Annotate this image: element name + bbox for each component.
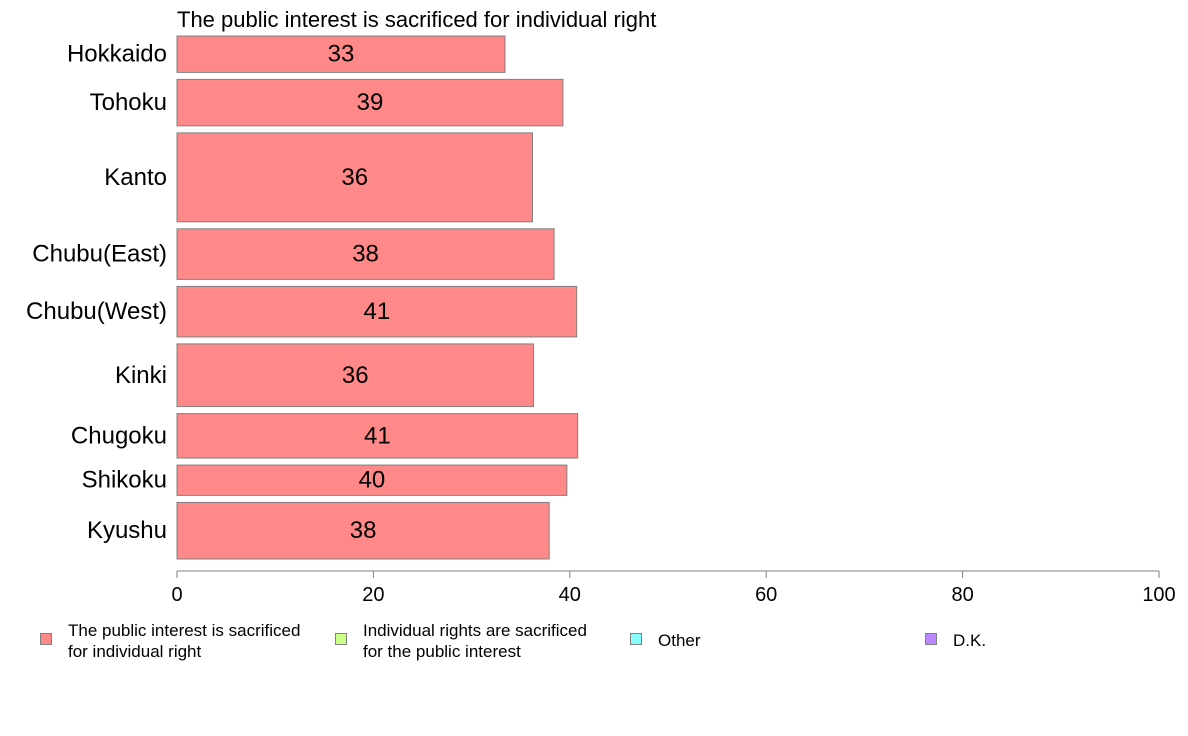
legend-item: Other	[630, 620, 918, 651]
legend-item: D.K.	[925, 620, 1188, 651]
category-label: Kyushu	[87, 517, 167, 544]
category-label: Shikoku	[82, 467, 167, 494]
bar-tohoku	[176, 78, 564, 127]
legend-swatch	[335, 633, 347, 645]
x-tick-label: 0	[171, 584, 182, 606]
value-label: 36	[341, 164, 368, 191]
legend: The public interest is sacrificed for in…	[0, 620, 1188, 670]
legend-label: The public interest is sacrificed for in…	[68, 621, 301, 661]
x-tick-label: 20	[362, 584, 384, 606]
value-label: 40	[359, 467, 386, 494]
value-label: 39	[357, 89, 384, 116]
legend-item: Individual rights are sacrificed for the…	[335, 620, 623, 662]
bar-chart: Hokkaido 33 Tohoku 39 Kanto 36 Chubu(East) 38 Ch…	[26, 35, 1176, 606]
bar-hokkaido	[176, 35, 506, 73]
category-label: Tohoku	[90, 89, 167, 116]
legend-swatch	[925, 633, 937, 645]
legend-item: The public interest is sacrificed for in…	[40, 620, 328, 662]
category-label: Kinki	[115, 362, 167, 389]
x-tick-label: 80	[951, 584, 973, 606]
value-label: 36	[342, 362, 369, 389]
bar-kanto	[176, 132, 533, 223]
value-label: 33	[328, 41, 355, 68]
legend-label: Other	[658, 631, 701, 650]
chart-title: The public interest is sacrificed for in…	[177, 7, 657, 32]
legend-swatch	[40, 633, 52, 645]
value-label: 41	[363, 298, 390, 325]
value-label: 38	[352, 241, 379, 268]
value-label: 41	[364, 422, 391, 449]
x-tick-label: 60	[755, 584, 777, 606]
bar-kyushu	[176, 501, 550, 560]
value-label: 38	[350, 517, 377, 544]
category-label: Chubu(East)	[32, 241, 167, 268]
bar-shikoku	[176, 464, 568, 496]
x-axis: 0 20 40 60 80 100	[171, 570, 1176, 606]
bars-group: Hokkaido 33 Tohoku 39 Kanto 36 Chubu(East) 38 Ch…	[26, 35, 579, 560]
legend-label: D.K.	[953, 631, 987, 650]
category-label: Chugoku	[71, 422, 167, 449]
bar-chubu-east	[176, 228, 555, 280]
category-label: Chubu(West)	[26, 298, 167, 325]
bar-kinki	[176, 343, 534, 408]
category-label: Hokkaido	[67, 41, 167, 68]
bar-chugoku	[176, 413, 579, 459]
x-tick-label: 40	[559, 584, 581, 606]
bar-chubu-west	[176, 285, 578, 338]
legend-label: Individual rights are sacrificed for the…	[363, 621, 587, 661]
legend-swatch	[630, 633, 642, 645]
x-tick-label: 100	[1142, 584, 1175, 606]
category-label: Kanto	[104, 164, 167, 191]
